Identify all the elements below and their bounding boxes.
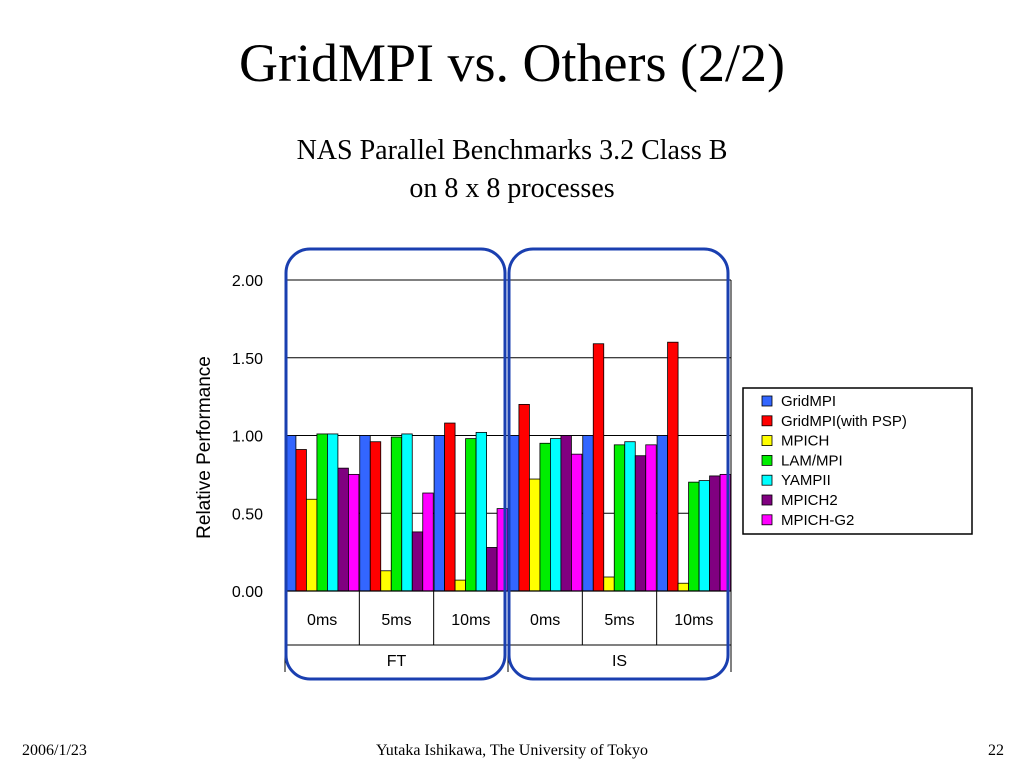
y-axis-label: Relative Performance [194, 356, 215, 539]
bar-mpich [603, 576, 615, 592]
bar-lam-mpi [390, 436, 403, 592]
chart-subtitle: NAS Parallel Benchmarks 3.2 Class B on 8… [0, 132, 1024, 208]
bar-mpich-g2 [571, 453, 583, 592]
legend-label: GridMPI(with PSP) [781, 413, 907, 430]
legend-swatch [761, 395, 773, 407]
bar-gridmpi-with-psp- [369, 441, 382, 592]
subtitle-line-2: on 8 x 8 processes [409, 173, 615, 204]
bar-mpich2 [634, 455, 647, 592]
slide-title: GridMPI vs. Others (2/2) [239, 33, 785, 93]
footer-author: Yutaka Ishikawa, The University of Tokyo [375, 742, 648, 759]
bar-gridmpi [582, 435, 594, 592]
legend-label: GridMPI [781, 393, 836, 410]
bar-gridmpi-with-psp- [667, 341, 679, 592]
bar-lam-mpi [316, 433, 328, 592]
x-tick-label: 10ms [451, 612, 490, 629]
x-group-label: FT [387, 653, 407, 670]
bar-yampii [401, 433, 413, 592]
bar-mpich2 [560, 435, 572, 592]
legend-label: MPICH [781, 433, 829, 450]
footer-date: 2006/1/23 [22, 742, 87, 759]
bar-gridmpi [359, 435, 371, 592]
bar-yampii [475, 431, 487, 592]
bar-gridmpi-with-psp- [592, 343, 605, 592]
bar-gridmpi-with-psp- [444, 422, 456, 592]
bar-mpich2 [486, 547, 498, 592]
legend-label: MPICH-G2 [781, 512, 854, 529]
bar-mpich [306, 498, 318, 592]
footer-page-number: 22 [988, 742, 1004, 759]
legend-swatch [761, 454, 773, 466]
x-tick-label: 0ms [307, 612, 337, 629]
legend-swatch [761, 415, 773, 427]
x-tick-label: 5ms [381, 612, 411, 629]
legend-swatch [761, 474, 773, 486]
bar-mpich2 [411, 531, 424, 592]
bar-gridmpi [433, 435, 445, 592]
group-outline-is [507, 247, 730, 681]
x-group-label: IS [612, 653, 627, 670]
legend-swatch [761, 435, 773, 447]
bar-mpich [529, 478, 541, 592]
bar-mpich-g2 [645, 444, 657, 592]
y-tick-label: 0.00 [232, 584, 263, 601]
bar-mpich-g2 [422, 492, 434, 592]
bar-gridmpi-with-psp- [518, 403, 530, 592]
bar-yampii [327, 433, 339, 592]
bar-lam-mpi [688, 481, 700, 592]
bar-yampii [698, 480, 710, 592]
y-tick-label: 1.00 [232, 429, 263, 446]
subtitle-line-1: NAS Parallel Benchmarks 3.2 Class B [296, 135, 728, 166]
bar-mpich [454, 579, 466, 592]
bar-lam-mpi [613, 444, 626, 592]
bar-mpich [677, 582, 689, 592]
legend-swatch [761, 514, 773, 526]
bar-gridmpi [656, 435, 668, 592]
bar-gridmpi-with-psp- [295, 449, 307, 592]
legend-label: MPICH2 [781, 492, 838, 509]
x-tick-label: 5ms [604, 612, 634, 629]
y-tick-label: 1.50 [232, 351, 263, 368]
group-outline-ft [284, 247, 507, 681]
bar-yampii [624, 441, 636, 592]
y-tick-label: 0.50 [232, 506, 263, 523]
bar-mpich2 [709, 475, 721, 592]
bar-mpich2 [337, 467, 349, 592]
bar-mpich [380, 570, 392, 592]
x-tick-label: 10ms [674, 612, 713, 629]
bar-mpich-g2 [348, 473, 360, 592]
bar-chart: 0.00 0.50 1.00 1.50 2.00 Relative Performance… [194, 247, 973, 681]
bar-lam-mpi [539, 442, 551, 592]
x-tick-label: 0ms [530, 612, 560, 629]
legend-swatch [761, 494, 773, 506]
bar-yampii [550, 438, 562, 592]
legend-box [742, 387, 973, 535]
bar-lam-mpi [465, 438, 477, 592]
legend-label: LAM/MPI [781, 452, 843, 469]
y-tick-label: 2.00 [232, 273, 263, 290]
legend-label: YAMPII [781, 472, 831, 489]
